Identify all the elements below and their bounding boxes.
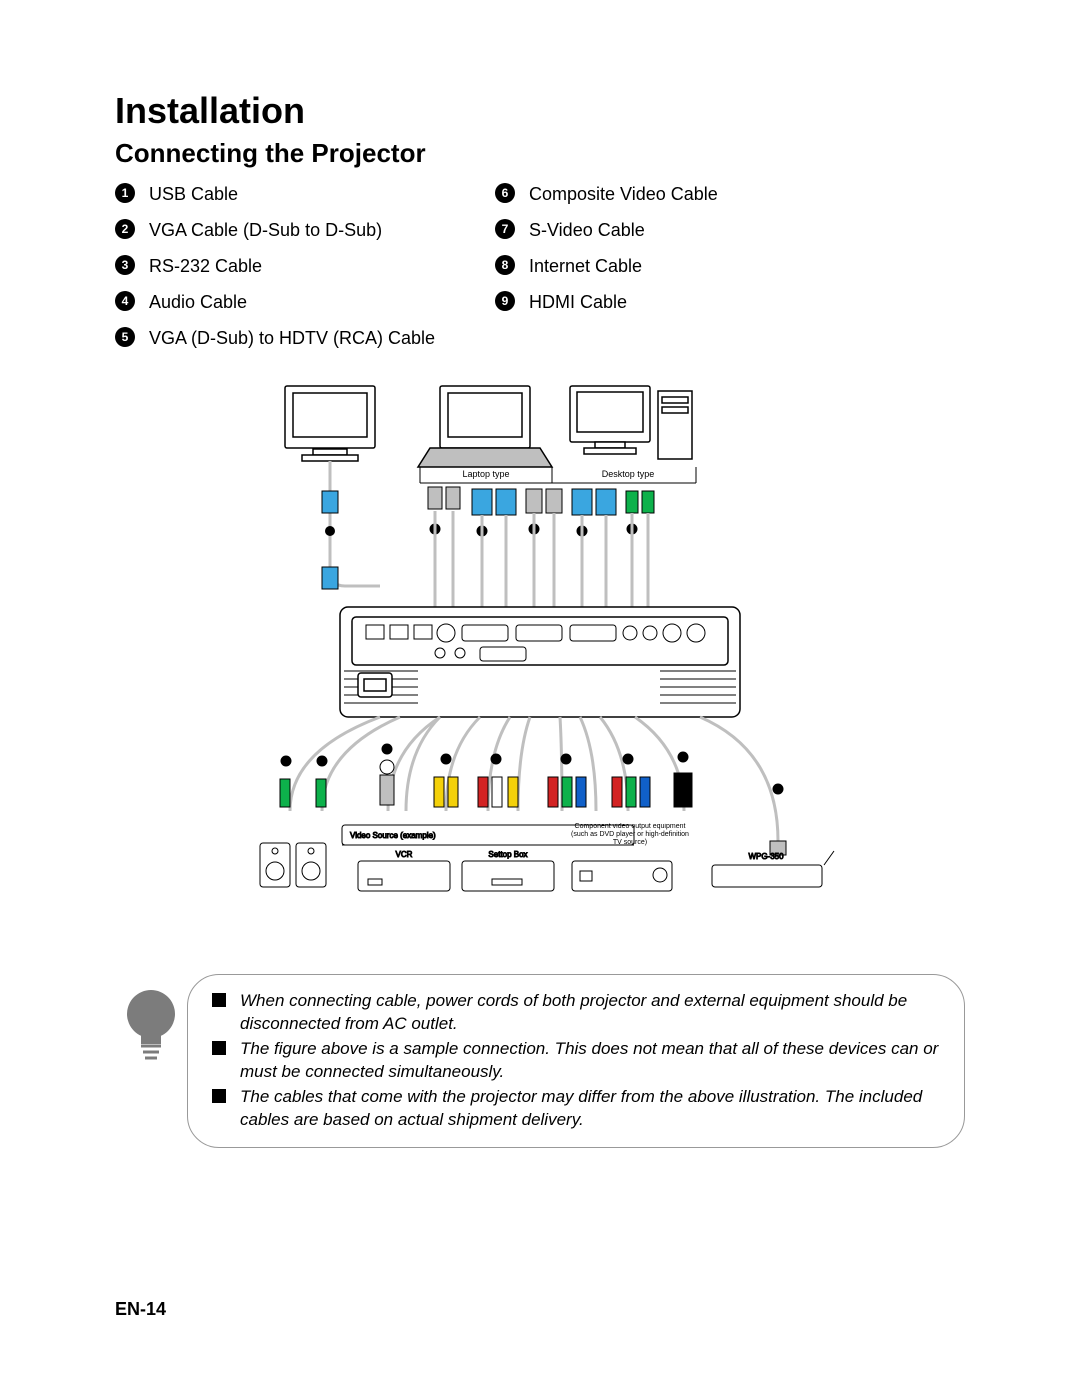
page-title-main: Installation <box>115 90 965 132</box>
item-number: 1 <box>115 183 135 203</box>
item-number: 3 <box>115 255 135 275</box>
item-label: S-Video Cable <box>529 217 645 243</box>
tip-item: The figure above is a sample connection.… <box>212 1037 940 1083</box>
item-label: RS-232 Cable <box>149 253 262 279</box>
tip-text: The figure above is a sample connection.… <box>240 1037 940 1083</box>
svg-text:Desktop type: Desktop type <box>602 469 655 479</box>
cable-item: 6 Composite Video Cable <box>495 181 795 207</box>
cable-item: 8 Internet Cable <box>495 253 795 279</box>
page-number: EN-14 <box>115 1299 166 1320</box>
svg-text:VCR: VCR <box>396 850 413 859</box>
item-number: 9 <box>495 291 515 311</box>
cable-item: 3 RS-232 Cable <box>115 253 455 279</box>
tip-text: The cables that come with the projector … <box>240 1085 940 1131</box>
component-caption: Component video output equipment (such a… <box>570 823 690 847</box>
tip-item: When connecting cable, power cords of bo… <box>212 989 940 1035</box>
cable-item: 4 Audio Cable <box>115 289 455 315</box>
cable-item: 1 USB Cable <box>115 181 455 207</box>
item-label: VGA (D-Sub) to HDTV (RCA) Cable <box>149 325 435 351</box>
tip-item: The cables that come with the projector … <box>212 1085 940 1131</box>
cable-item: 7 S-Video Cable <box>495 217 795 243</box>
item-label: VGA Cable (D-Sub to D-Sub) <box>149 217 382 243</box>
item-number: 2 <box>115 219 135 239</box>
cable-item: 5 VGA (D-Sub) to HDTV (RCA) Cable <box>115 325 455 351</box>
wiring-diagram: Laptop type Desktop type <box>115 371 965 946</box>
item-label: HDMI Cable <box>529 289 627 315</box>
cable-list-left: 1 USB Cable 2 VGA Cable (D-Sub to D-Sub)… <box>115 181 455 351</box>
cable-item: 2 VGA Cable (D-Sub to D-Sub) <box>115 217 455 243</box>
tip-section: When connecting cable, power cords of bo… <box>115 974 965 1148</box>
cable-lists: 1 USB Cable 2 VGA Cable (D-Sub to D-Sub)… <box>115 181 965 351</box>
item-number: 8 <box>495 255 515 275</box>
item-number: 6 <box>495 183 515 203</box>
tip-box: When connecting cable, power cords of bo… <box>187 974 965 1148</box>
square-bullet-icon <box>212 1089 226 1103</box>
square-bullet-icon <box>212 993 226 1007</box>
svg-text:Laptop type: Laptop type <box>462 469 509 479</box>
cable-item: 9 HDMI Cable <box>495 289 795 315</box>
item-label: USB Cable <box>149 181 238 207</box>
cable-list-right: 6 Composite Video Cable 7 S-Video Cable … <box>495 181 795 351</box>
item-label: Audio Cable <box>149 289 247 315</box>
svg-text:Video Source (example): Video Source (example) <box>350 831 436 840</box>
item-number: 4 <box>115 291 135 311</box>
tip-text: When connecting cable, power cords of bo… <box>240 989 940 1035</box>
svg-text:WPG-350: WPG-350 <box>748 852 784 861</box>
item-number: 7 <box>495 219 515 239</box>
square-bullet-icon <box>212 1041 226 1055</box>
bulb-icon <box>115 986 187 1068</box>
svg-text:Settop Box: Settop Box <box>488 850 527 859</box>
item-label: Internet Cable <box>529 253 642 279</box>
item-label: Composite Video Cable <box>529 181 718 207</box>
item-number: 5 <box>115 327 135 347</box>
page-title-sub: Connecting the Projector <box>115 138 965 169</box>
